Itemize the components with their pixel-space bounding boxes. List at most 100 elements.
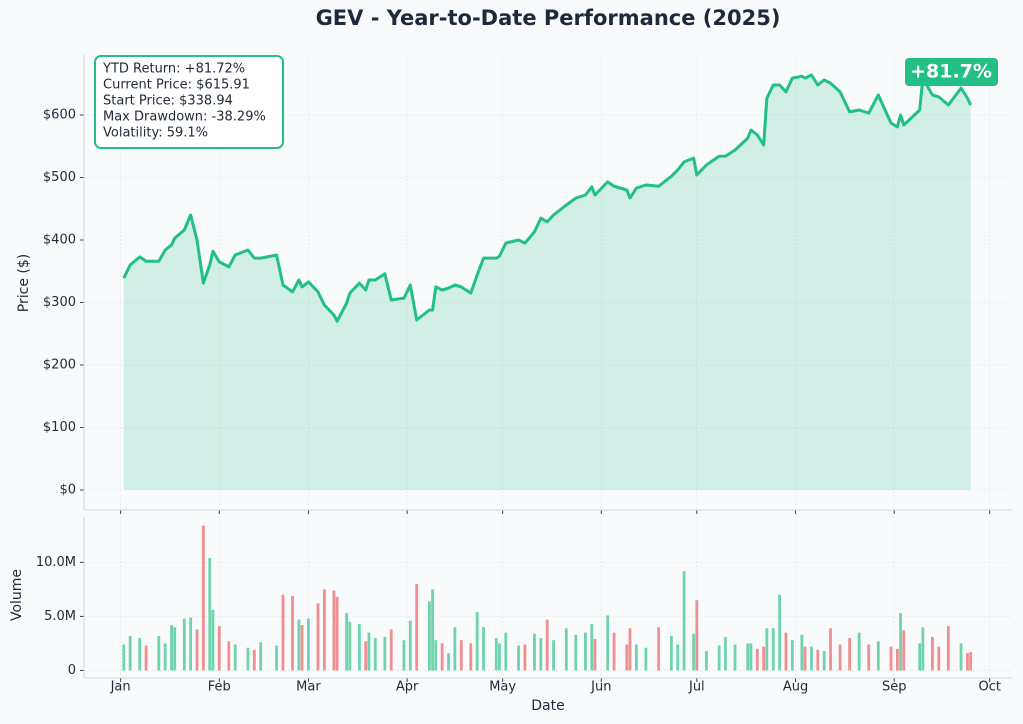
volume-bar — [322, 589, 326, 671]
volume-bar — [389, 629, 393, 671]
volume-bar — [517, 645, 520, 671]
volume-bar — [800, 634, 804, 671]
volume-bar — [749, 643, 753, 671]
stats-box — [94, 55, 284, 149]
volume-bar — [498, 643, 501, 671]
volume-bar — [428, 601, 431, 671]
volume-bar — [533, 633, 536, 671]
volume-bar — [628, 628, 632, 671]
volume-bar — [523, 644, 527, 671]
volume-bar — [364, 641, 368, 671]
volume-bar — [300, 625, 304, 671]
y-axis-label: Volume — [9, 569, 25, 621]
x-tick-label: Feb — [208, 680, 231, 695]
volume-bar — [157, 635, 161, 671]
volume-bar — [724, 636, 727, 671]
volume-bar — [762, 646, 766, 671]
volume-bar — [682, 571, 686, 671]
stats-text: Max Drawdown: -38.29% — [103, 110, 266, 125]
volume-bar — [122, 644, 126, 671]
volume-bar — [208, 558, 212, 671]
volume-bar — [357, 623, 361, 671]
volume-bar — [182, 618, 186, 671]
volume-bar — [144, 645, 148, 671]
volume-bar — [297, 619, 301, 671]
volume-bar — [803, 646, 807, 671]
volume-bar — [644, 647, 648, 671]
volume-bar — [195, 629, 199, 671]
volume-bar — [459, 640, 463, 671]
x-tick-label: Oct — [978, 680, 1000, 695]
volume-bar — [440, 643, 444, 671]
volume-bar — [227, 641, 231, 671]
volume-bar — [822, 650, 826, 671]
x-tick-label: Jan — [110, 680, 131, 695]
volume-bar — [138, 638, 142, 671]
volume-bar — [784, 632, 788, 671]
volume-bar — [810, 646, 813, 671]
x-tick-label: Jun — [590, 680, 611, 695]
volume-bar — [233, 644, 237, 671]
volume-bar — [447, 653, 450, 671]
y-tick-label: $400 — [43, 233, 76, 248]
volume-bar — [755, 648, 759, 671]
volume-bar — [902, 630, 906, 671]
volume-bar — [128, 635, 132, 671]
volume-bar — [625, 644, 629, 671]
volume-bar — [201, 525, 205, 671]
volume-bar — [170, 625, 173, 671]
y-tick-label: $0 — [59, 483, 76, 498]
volume-bar — [373, 638, 377, 671]
volume-bar — [889, 646, 893, 671]
volume-bar — [918, 643, 922, 671]
volume-bar — [431, 589, 434, 671]
x-tick-label: Aug — [783, 680, 808, 695]
volume-bar — [895, 648, 899, 671]
volume-bar — [259, 642, 263, 671]
volume-bar — [857, 632, 861, 671]
volume-bar — [453, 627, 457, 671]
volume-bar — [669, 635, 673, 671]
stats-text: Start Price: $338.94 — [103, 94, 233, 109]
area-fill — [123, 75, 971, 490]
volume-bar — [959, 643, 963, 671]
volume-bar — [704, 650, 708, 671]
volume-bar — [281, 594, 285, 671]
volume-bar — [335, 596, 339, 671]
volume-bar — [931, 636, 934, 671]
volume-bar — [211, 609, 215, 671]
volume-bar — [590, 623, 594, 671]
volume-bar — [876, 641, 880, 671]
y-tick-label: $500 — [43, 170, 76, 185]
volume-bar — [612, 632, 616, 671]
volume-bar — [415, 583, 419, 671]
volume-bar — [217, 626, 221, 671]
volume-bar — [504, 632, 508, 671]
y-tick-label: $100 — [43, 420, 76, 435]
volume-bar — [252, 649, 256, 671]
volume-bar — [848, 638, 852, 671]
chart-title: GEV - Year-to-Date Performance (2025) — [316, 6, 781, 30]
volume-bar — [937, 646, 941, 671]
volume-bar — [966, 653, 969, 671]
volume-bar — [790, 640, 794, 671]
price-line — [122, 73, 972, 323]
volume-bar — [475, 612, 479, 671]
volume-bar — [189, 617, 193, 671]
volume-bar — [676, 644, 680, 671]
y-axis-label: Price ($) — [16, 254, 32, 312]
x-tick-label: Apr — [396, 680, 419, 695]
volume-bar — [316, 603, 320, 671]
volume-bar — [816, 649, 820, 671]
volume-bar — [469, 643, 473, 671]
volume-bar — [408, 620, 412, 671]
volume-bar — [494, 638, 498, 671]
volume-bar — [383, 636, 387, 671]
x-tick-label: Mar — [296, 680, 321, 695]
volume-bar — [574, 634, 578, 671]
volume-bar — [899, 613, 902, 671]
stats-text: YTD Return: +81.72% — [102, 62, 245, 77]
volume-bar — [348, 621, 352, 671]
volume-bar — [746, 643, 750, 671]
